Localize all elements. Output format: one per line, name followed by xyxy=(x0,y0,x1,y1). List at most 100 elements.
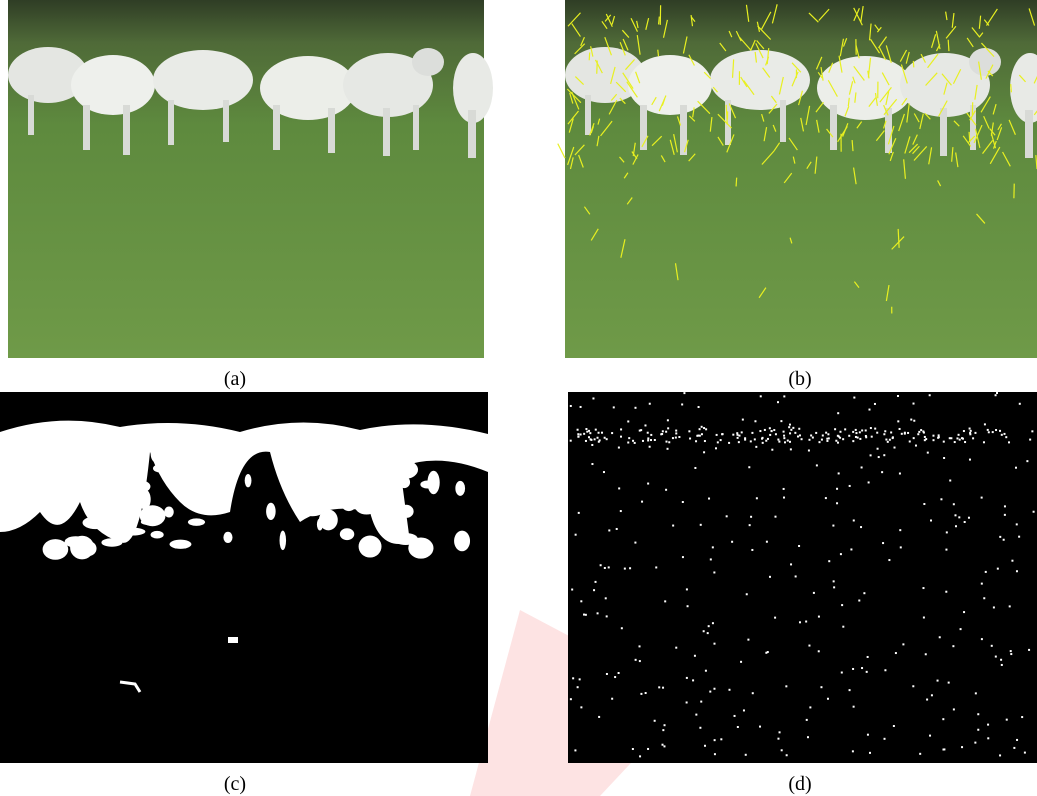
texture xyxy=(649,403,651,405)
texture xyxy=(849,689,851,691)
texture xyxy=(598,441,600,443)
texture xyxy=(1011,560,1013,562)
texture xyxy=(999,536,1001,538)
texture xyxy=(777,738,779,740)
texture xyxy=(798,545,800,547)
texture xyxy=(604,437,606,439)
texture xyxy=(984,423,986,425)
texture xyxy=(842,626,844,628)
texture xyxy=(578,436,580,438)
texture xyxy=(1001,664,1003,666)
texture xyxy=(764,429,766,431)
texture xyxy=(726,515,728,517)
texture xyxy=(590,439,592,441)
texture xyxy=(822,434,824,436)
texture xyxy=(570,405,572,407)
texture xyxy=(634,542,636,544)
texture xyxy=(686,677,688,679)
texture xyxy=(707,632,709,634)
texture xyxy=(654,439,656,441)
texture xyxy=(915,445,917,447)
texture xyxy=(746,593,748,595)
texture xyxy=(736,178,737,187)
panel-label: (d) xyxy=(788,773,811,795)
texture xyxy=(698,406,700,408)
texture xyxy=(750,440,752,442)
texture xyxy=(882,542,884,544)
texture xyxy=(977,729,979,731)
texture xyxy=(692,679,694,681)
texture xyxy=(789,441,791,443)
texture xyxy=(645,692,647,694)
texture xyxy=(950,437,952,439)
texture xyxy=(992,431,994,433)
texture xyxy=(765,652,767,654)
texture xyxy=(341,472,348,487)
texture xyxy=(709,691,711,693)
texture xyxy=(683,392,685,394)
texture xyxy=(987,429,989,431)
texture xyxy=(777,439,779,441)
texture xyxy=(579,678,581,680)
texture xyxy=(583,614,585,616)
texture xyxy=(927,452,929,454)
texture xyxy=(580,706,582,708)
texture xyxy=(766,541,768,543)
texture xyxy=(983,597,985,599)
texture xyxy=(832,525,834,527)
texture xyxy=(837,412,839,414)
texture xyxy=(833,580,835,582)
texture xyxy=(682,501,684,503)
texture xyxy=(932,435,934,437)
figure: (a) (b) (c) (d) xyxy=(0,0,1037,796)
texture xyxy=(1,449,15,467)
texture xyxy=(583,433,585,435)
texture xyxy=(789,432,791,434)
texture xyxy=(937,680,939,682)
texture xyxy=(1006,719,1008,721)
texture xyxy=(577,686,579,688)
texture xyxy=(809,706,811,708)
texture xyxy=(960,628,962,630)
texture xyxy=(647,483,649,485)
texture xyxy=(704,745,706,747)
texture xyxy=(870,427,872,429)
texture xyxy=(151,445,161,462)
texture xyxy=(918,431,920,433)
texture xyxy=(859,438,861,440)
texture xyxy=(740,661,742,663)
texture xyxy=(728,442,730,444)
texture xyxy=(767,438,769,440)
texture xyxy=(881,471,883,473)
texture xyxy=(754,438,756,440)
texture xyxy=(924,436,926,438)
texture xyxy=(867,656,869,658)
texture xyxy=(919,753,921,755)
texture xyxy=(807,736,809,738)
texture xyxy=(760,395,762,397)
texture xyxy=(640,429,642,431)
texture xyxy=(632,748,634,750)
texture xyxy=(627,442,629,444)
texture xyxy=(867,734,869,736)
texture xyxy=(774,516,776,518)
texture xyxy=(738,435,740,437)
texture xyxy=(813,592,815,594)
texture xyxy=(659,17,660,25)
panel-c-image xyxy=(0,392,488,763)
texture xyxy=(925,653,927,655)
texture xyxy=(1000,659,1002,661)
texture xyxy=(668,441,670,443)
texture xyxy=(211,463,218,473)
texture xyxy=(995,656,997,658)
texture xyxy=(1003,433,1005,435)
texture xyxy=(836,502,838,504)
texture xyxy=(595,581,597,583)
texture xyxy=(771,449,773,451)
texture xyxy=(923,617,925,619)
texture xyxy=(721,433,723,435)
texture xyxy=(744,437,746,439)
texture xyxy=(639,645,641,647)
texture xyxy=(728,689,730,691)
texture xyxy=(1018,536,1020,538)
